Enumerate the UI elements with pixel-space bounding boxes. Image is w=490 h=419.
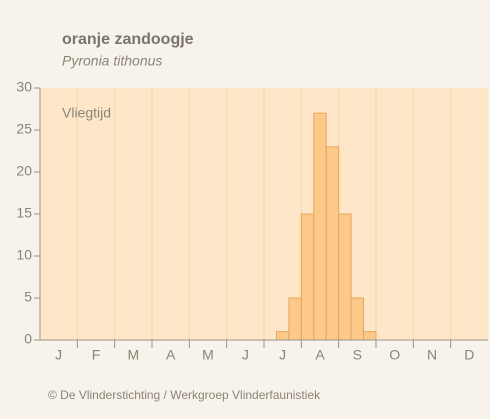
bar xyxy=(338,213,352,341)
x-tick-label: D xyxy=(464,347,474,363)
x-tick-label: A xyxy=(315,347,325,363)
bar xyxy=(325,146,340,341)
x-tick-label: N xyxy=(427,347,437,363)
x-tick-label: F xyxy=(92,347,101,363)
x-tick-label: O xyxy=(389,347,400,363)
x-tick-label: M xyxy=(202,347,214,363)
bar xyxy=(275,331,290,341)
bar xyxy=(363,331,377,341)
y-tick-label: 30 xyxy=(16,79,32,95)
bar xyxy=(350,297,365,341)
y-tick-label: 20 xyxy=(16,163,32,179)
bar xyxy=(288,297,302,341)
y-tick-label: 0 xyxy=(24,331,32,347)
x-tick-label: J xyxy=(55,347,62,363)
y-tick-label: 25 xyxy=(16,121,32,137)
chart-title: oranje zandoogje xyxy=(62,31,194,48)
y-tick-label: 15 xyxy=(16,205,32,221)
annotation: Vliegtijd xyxy=(62,105,111,121)
y-tick-label: 10 xyxy=(16,247,32,263)
footer: © De Vlinderstichting / Werkgroep Vlinde… xyxy=(48,388,321,402)
x-tick-label: S xyxy=(353,347,362,363)
bar xyxy=(300,213,315,341)
chart-subtitle: Pyronia tithonus xyxy=(62,53,162,69)
x-tick-label: J xyxy=(279,347,286,363)
x-tick-label: A xyxy=(166,347,176,363)
y-tick-label: 5 xyxy=(24,289,32,305)
bar xyxy=(313,112,327,341)
x-tick-label: J xyxy=(242,347,249,363)
x-tick-label: M xyxy=(127,347,139,363)
